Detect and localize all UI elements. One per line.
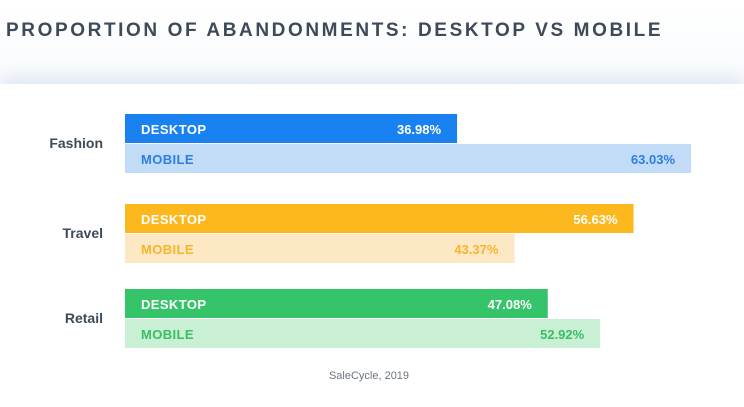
series-label-fashion-mobile: MOBILE	[141, 152, 194, 167]
bar-travel-desktop	[125, 204, 634, 233]
chart-title: PROPORTION OF ABANDONMENTS: DESKTOP VS M…	[6, 20, 664, 41]
value-label-fashion-desktop: 36.98%	[397, 122, 442, 137]
bar-fashion-mobile	[125, 144, 691, 173]
series-label-travel-mobile: MOBILE	[141, 242, 194, 257]
value-label-travel-mobile: 43.37%	[454, 242, 499, 257]
category-label-travel: Travel	[63, 225, 103, 241]
value-label-fashion-mobile: 63.03%	[631, 152, 676, 167]
category-label-fashion: Fashion	[49, 135, 103, 151]
series-label-retail-mobile: MOBILE	[141, 327, 194, 342]
bar-retail-mobile	[125, 319, 601, 348]
series-label-fashion-desktop: DESKTOP	[141, 122, 206, 137]
category-label-retail: Retail	[65, 310, 103, 326]
value-label-retail-desktop: 47.08%	[488, 297, 533, 312]
series-label-retail-desktop: DESKTOP	[141, 297, 206, 312]
value-label-travel-desktop: 56.63%	[573, 212, 618, 227]
bar-travel-mobile	[125, 234, 515, 263]
source-label: SaleCycle, 2019	[328, 370, 410, 382]
bar-retail-desktop	[125, 289, 548, 318]
value-label-retail-mobile: 52.92%	[540, 327, 585, 342]
series-label-travel-desktop: DESKTOP	[141, 212, 206, 227]
bar-fashion-desktop	[125, 114, 458, 143]
